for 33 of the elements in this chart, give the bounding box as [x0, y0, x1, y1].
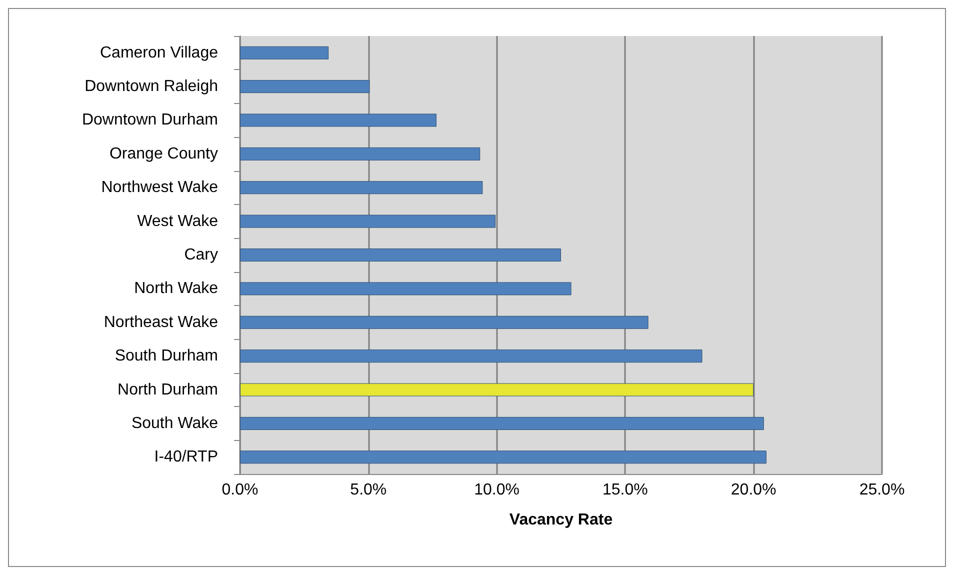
bar — [240, 248, 561, 262]
y-tick-label: Downtown Durham — [82, 112, 218, 129]
y-tick-label: Cary — [184, 246, 218, 264]
y-tick-label: South Wake — [131, 414, 218, 432]
x-tick-label: 10.0% — [474, 482, 520, 498]
x-axis-title: Vacancy Rate — [509, 512, 613, 528]
bar — [240, 147, 480, 160]
y-tick-label: Northeast Wake — [104, 314, 218, 331]
y-tick-label: Orange County — [109, 145, 218, 162]
bar — [240, 282, 572, 296]
x-tick-label: 15.0% — [602, 482, 648, 498]
bar — [240, 350, 702, 363]
bar — [240, 416, 764, 430]
bar — [240, 46, 329, 60]
x-tick-label: 0.0% — [222, 482, 258, 498]
y-tick-label: North Durham — [118, 381, 218, 398]
y-tick-label: North Wake — [134, 280, 218, 298]
x-tick-label: 20.0% — [730, 482, 776, 498]
bar — [240, 450, 766, 464]
bar — [240, 214, 496, 228]
y-tick-label: I-40/RTP — [154, 448, 218, 466]
y-tick-label: South Durham — [114, 348, 218, 365]
bar — [240, 80, 370, 94]
x-tick-label: 25.0% — [859, 482, 905, 498]
y-tick-label: West Wake — [137, 212, 218, 230]
bar — [240, 181, 483, 194]
y-tick-label: Northwest Wake — [101, 179, 218, 196]
y-tick-label: Downtown Raleigh — [84, 78, 218, 96]
bar — [240, 383, 754, 396]
x-tick-label: 5.0% — [350, 482, 387, 498]
bar — [240, 316, 648, 329]
bar — [240, 114, 436, 127]
y-tick-label: Cameron Village — [100, 44, 218, 62]
